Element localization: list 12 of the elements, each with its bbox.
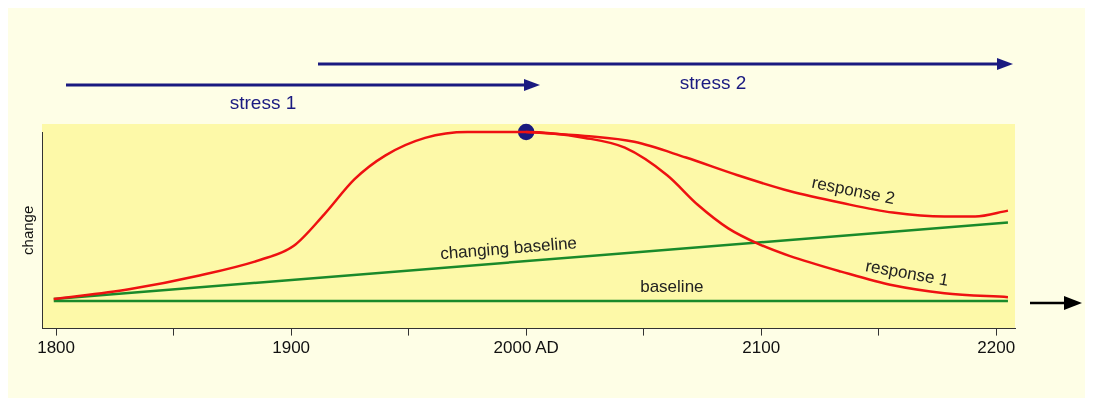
text: stress 2 (678, 72, 748, 94)
text: response 2 (810, 172, 897, 209)
x-tick-label: 1900 (272, 338, 311, 358)
x-tick-label: 2100 (742, 338, 781, 358)
series-label: changing baseline (439, 233, 578, 264)
x-tick-label: 1800 (37, 338, 76, 358)
x-tick-label: 2000 AD (493, 338, 559, 358)
text: response 1 (864, 256, 951, 290)
x-tick-label: 2200 (977, 338, 1016, 358)
text: stress 1 (228, 92, 298, 114)
y-axis-title: change (19, 205, 37, 255)
series-label: baseline (640, 277, 704, 297)
